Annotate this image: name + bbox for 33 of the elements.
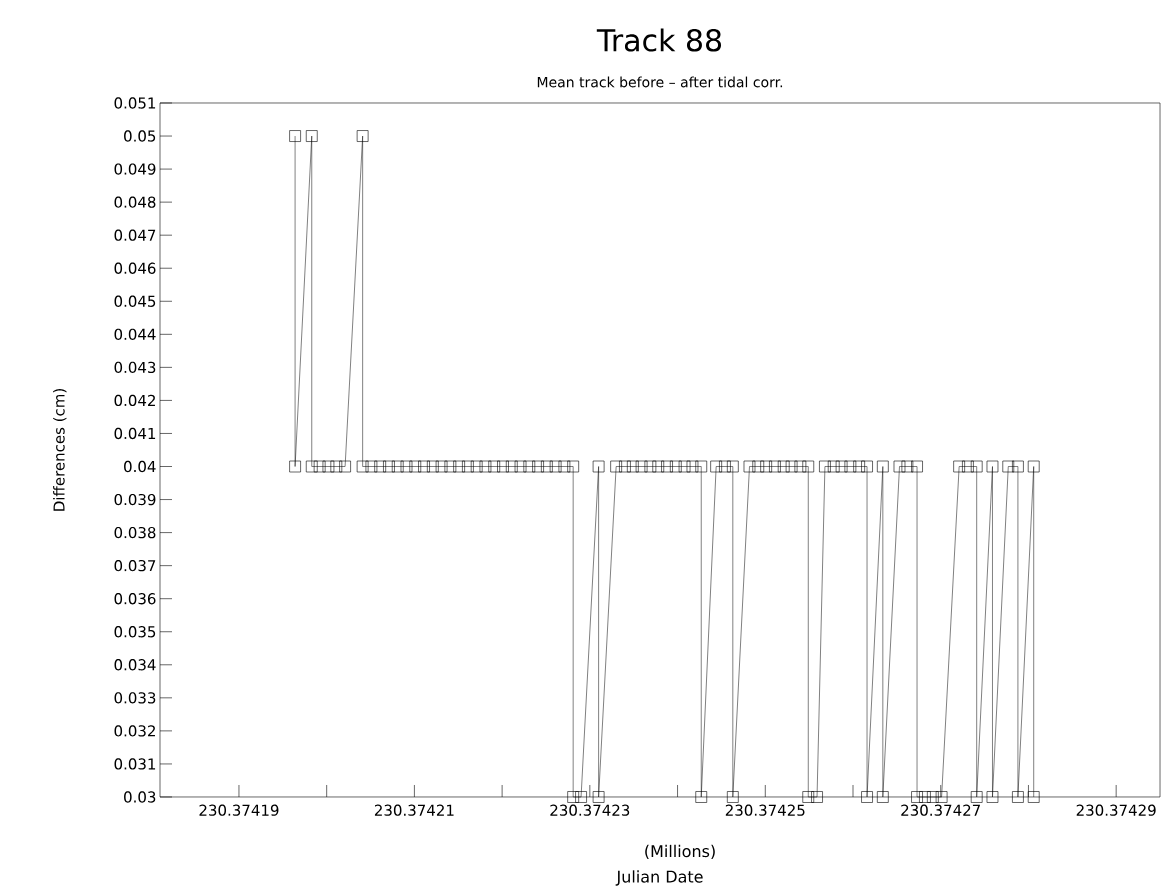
x-tick-label: 230.37423 xyxy=(550,804,630,816)
y-tick-label: 0.044 xyxy=(114,328,156,340)
y-tick-label: 0.032 xyxy=(114,725,155,737)
y-tick-label: 0.05 xyxy=(124,130,156,142)
y-tick-label: 0.045 xyxy=(114,295,156,307)
text: (Millions) xyxy=(645,844,715,860)
y-tick-label: 0.043 xyxy=(114,361,156,374)
y-tick-label: 0.033 xyxy=(114,692,156,704)
y-tick-label: 0.048 xyxy=(114,196,156,208)
y-tick-label: 0.046 xyxy=(114,262,156,274)
y-tick-label: 0.041 xyxy=(114,427,156,440)
x-tick-label: 230.37429 xyxy=(1076,804,1156,816)
y-tick-label: 0.03 xyxy=(124,791,156,803)
chart-title: Track 88 xyxy=(596,28,722,52)
x-tick-label: 230.37427 xyxy=(901,804,980,816)
y-tick-label: 0.051 xyxy=(114,97,156,109)
y-tick-label: 0.031 xyxy=(114,758,156,770)
chart-subtitle: Mean track before – after tidal corr. xyxy=(537,76,783,88)
y-tick-label: 0.047 xyxy=(114,229,156,241)
y-tick-label: 0.037 xyxy=(114,559,156,572)
y-tick-label: 0.035 xyxy=(114,626,156,638)
y-tick-label: 0.049 xyxy=(114,163,156,175)
y-tick-label: 0.04 xyxy=(124,460,156,473)
y-tick-label: 0.036 xyxy=(114,593,156,605)
y-tick-label: 0.042 xyxy=(114,394,155,407)
y-axis-title: Differences (cm) xyxy=(53,389,67,511)
y-tick-label: 0.034 xyxy=(114,659,156,671)
x-tick-label: 230.37421 xyxy=(374,804,454,816)
x-tick-label: 230.37425 xyxy=(725,804,805,816)
x-tick-label: 230.37419 xyxy=(199,804,279,816)
y-tick-label: 0.039 xyxy=(114,493,156,506)
y-tick-label: 0.038 xyxy=(114,526,156,539)
x-axis-title: Julian Date xyxy=(615,870,703,886)
